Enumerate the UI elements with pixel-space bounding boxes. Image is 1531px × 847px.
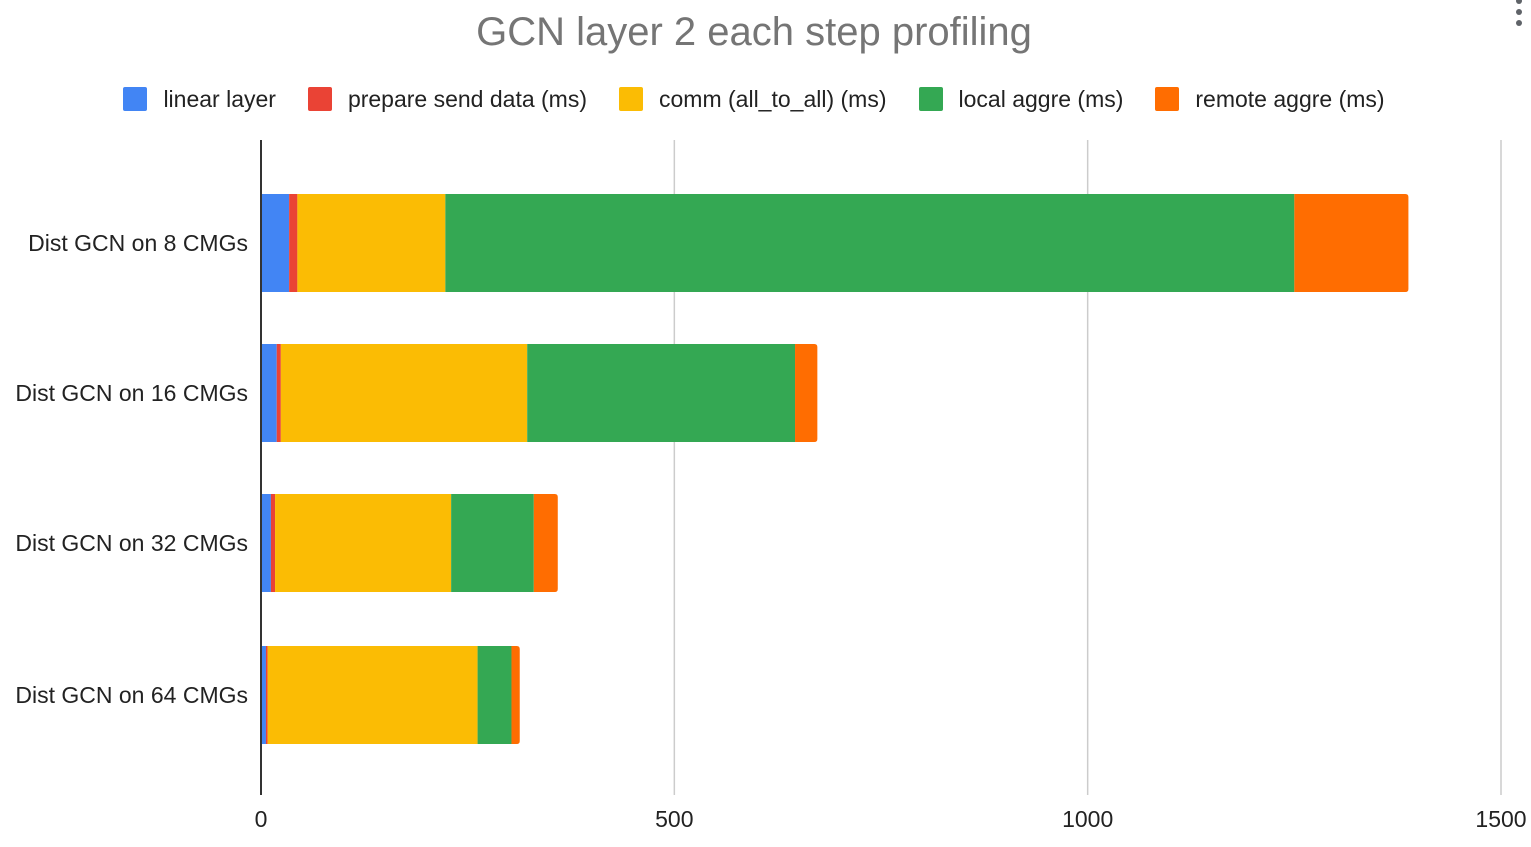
category-label: Dist GCN on 16 CMGs	[15, 380, 248, 406]
legend-item[interactable]: comm (all_to_all) (ms)	[619, 85, 887, 113]
legend-item[interactable]: linear layer	[123, 86, 276, 113]
legend-swatch	[307, 87, 332, 111]
bar-segment	[795, 344, 818, 442]
bar-segment	[267, 646, 478, 744]
category-label: Dist GCN on 64 CMGs	[15, 682, 248, 708]
more-vert-icon[interactable]	[1515, 0, 1523, 26]
legend-swatch	[619, 87, 644, 111]
legend-label: prepare send data (ms)	[347, 85, 588, 112]
chart-title: GCN layer 2 each step profiling	[476, 10, 1032, 54]
legend-item[interactable]: local aggre (ms)	[918, 85, 1124, 113]
bar-segment	[270, 494, 276, 592]
legend-label: remote aggre (ms)	[1195, 85, 1385, 112]
category-label: Dist GCN on 8 CMGs	[28, 230, 248, 256]
bar-segment	[280, 344, 528, 442]
bar-segment	[276, 344, 281, 442]
legend-swatch	[1155, 87, 1180, 111]
bar-segment	[527, 344, 796, 442]
bar-segment	[275, 494, 452, 592]
legend-swatch	[123, 87, 148, 111]
x-tick-label: 500	[655, 806, 693, 832]
legend-label: linear layer	[163, 85, 276, 112]
bar-segment	[445, 194, 1295, 292]
x-tick-label: 0	[255, 806, 268, 832]
bar-segment	[1294, 194, 1409, 292]
bar-segment	[261, 344, 277, 442]
x-tick-label: 1500	[1475, 806, 1526, 832]
bar-segment	[451, 494, 534, 592]
bar-segment	[511, 646, 520, 744]
bar-segment	[533, 494, 558, 592]
legend-item[interactable]: prepare send data (ms)	[307, 85, 588, 113]
legend-swatch	[918, 87, 943, 111]
bar-segment	[261, 646, 266, 744]
legend-item[interactable]: remote aggre (ms)	[1155, 85, 1385, 113]
legend-label: local aggre (ms)	[958, 85, 1124, 112]
bar-segment	[289, 194, 298, 292]
bar-segment	[261, 194, 290, 292]
bar-segment	[265, 646, 268, 744]
bar-segment	[297, 194, 446, 292]
legend: linear layer prepare send data (ms) comm (…	[0, 84, 1508, 114]
legend-label: comm (all_to_all) (ms)	[659, 85, 887, 112]
bar-segment	[261, 494, 271, 592]
x-tick-label: 1000	[1062, 806, 1113, 832]
category-label: Dist GCN on 32 CMGs	[15, 530, 248, 556]
bar-segment	[477, 646, 512, 744]
